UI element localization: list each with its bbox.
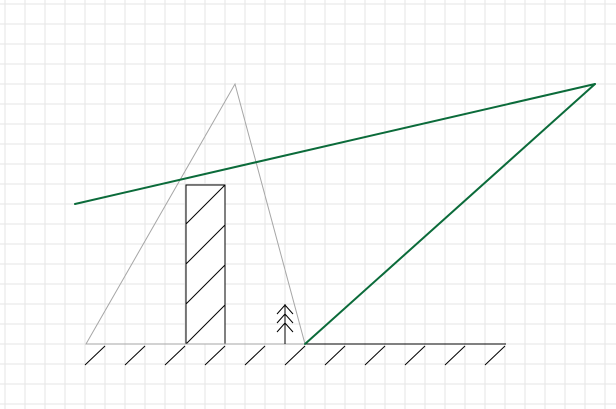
ground-hatch-mark [364,345,386,366]
ground-hatch-mark [404,345,426,366]
building-hatch-mark [185,264,226,305]
tree-branch-middle [276,313,294,324]
ground-hatch-mark [244,345,266,366]
ground-hatch-mark [484,345,506,366]
ground [84,343,506,366]
ground-hatch-mark [204,345,226,366]
building [185,184,226,345]
ground-hatch-mark [324,345,346,366]
ground-hatching [84,345,506,366]
building-hatching [185,184,226,345]
ground-hatch-mark [284,345,306,366]
building-rect [185,184,226,345]
building-hatch-mark [185,224,226,265]
green-line [304,83,596,345]
building-hatch-mark [185,304,226,345]
ground-hatch-mark [84,345,106,366]
ground-hatch-mark [124,345,146,366]
tree-branch-bottom [276,322,294,333]
grey-triangle [85,82,306,345]
green-sight-line [74,83,596,205]
ground-hatch-mark [164,345,186,366]
tree-icon [276,304,294,344]
tree-branch-top [276,304,294,315]
ground-hatch-mark [444,345,466,366]
building-hatch-mark [185,184,226,225]
